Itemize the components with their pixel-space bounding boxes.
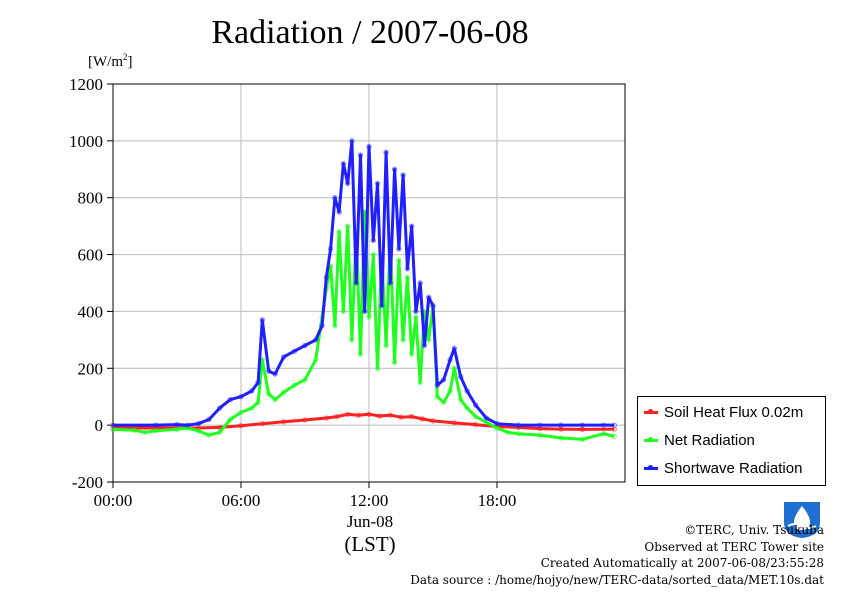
legend-label-net: Net Radiation (664, 431, 755, 449)
legend-swatch-soil (644, 408, 658, 414)
y-tick-label-3: 400 (78, 302, 104, 321)
legend-item-net: Net Radiation (644, 430, 755, 450)
x-tick-label-3: 18:00 (478, 491, 517, 510)
unit-close: ] (127, 54, 133, 70)
footer-site: Observed at TERC Tower site (644, 539, 824, 554)
y-tick-label-2: 200 (78, 359, 104, 378)
y-tick-label-4: 600 (78, 246, 104, 265)
y-tick-label-1: 0 (95, 416, 104, 435)
series-line-0 (113, 412, 615, 431)
footer-copyright: ©TERC, Univ. Tsukuba (684, 523, 824, 537)
y-axis-unit: [W/m2] (88, 52, 133, 71)
logo-wave (787, 523, 817, 529)
legend-label-shortwave: Shortwave Radiation (664, 459, 803, 477)
series-line-1 (112, 210, 615, 441)
unit-superscript: 2 (123, 52, 128, 62)
legend-swatch-shortwave (644, 464, 658, 470)
x-timezone-label: (LST) (344, 532, 396, 556)
legend-label-soil: Soil Heat Flux 0.02m (664, 403, 804, 421)
x-tick-label-1: 06:00 (222, 491, 261, 510)
legend-swatch-net (644, 436, 658, 442)
y-tick-label-5: 800 (78, 189, 104, 208)
legend-item-soil: Soil Heat Flux 0.02m (644, 402, 803, 422)
x-tick-label-0: 00:00 (94, 491, 133, 510)
legend-item-shortwave: Shortwave Radiation (644, 458, 802, 478)
footer-credits: ©TERC, Univ. Tsukuba Observed at TERC To… (410, 522, 824, 588)
x-tick-label-2: 12:00 (350, 491, 389, 510)
terc-logo (784, 502, 820, 538)
series-line-2 (113, 139, 615, 427)
y-tick-label-0: -200 (72, 473, 103, 492)
unit-text: [W/m (88, 54, 123, 70)
x-date-label: Jun-08 (346, 512, 394, 531)
y-tick-label-7: 1200 (69, 75, 103, 94)
footer-source: Data source : /home/hojyo/new/TERC-data/… (410, 572, 824, 587)
footer-created: Created Automatically at 2007-06-08/23:5… (540, 556, 824, 570)
y-tick-label-6: 1000 (69, 132, 103, 151)
chart-title: Radiation / 2007-06-08 (211, 14, 529, 51)
legend: Soil Heat Flux 0.02m Net Radiation Short… (637, 396, 826, 486)
